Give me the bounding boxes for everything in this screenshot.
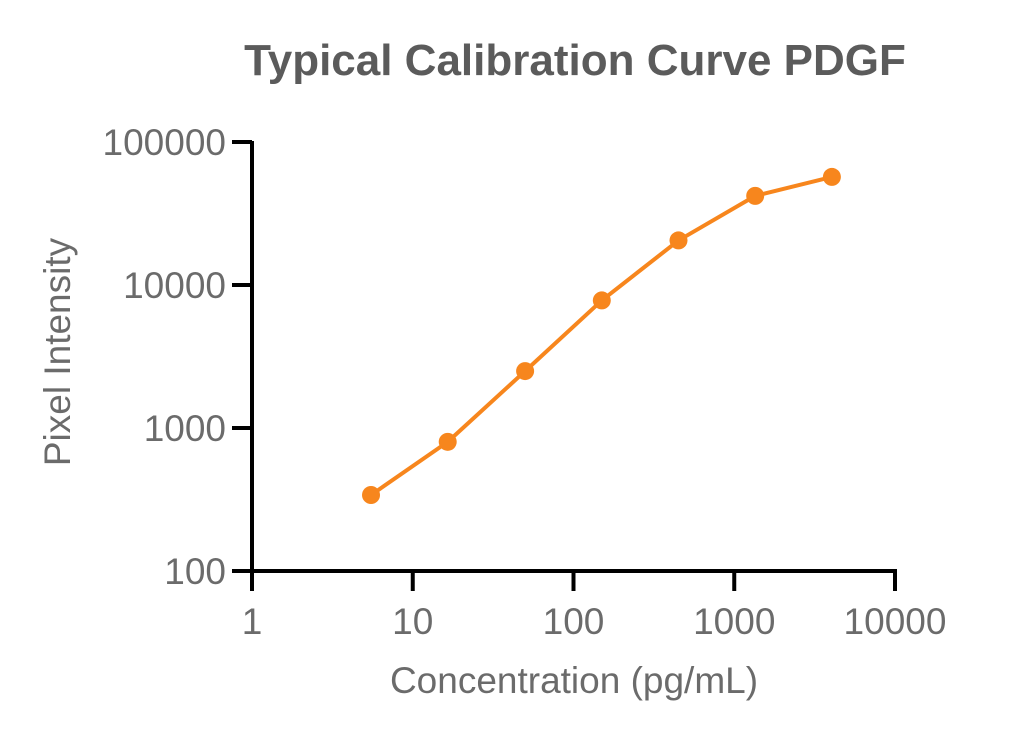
data-point [516, 362, 535, 381]
x-tick-label: 1 [242, 601, 263, 642]
x-axis-label: Concentration (pg/mL) [390, 660, 758, 701]
data-point [438, 432, 457, 451]
x-ticks: 1 10 100 1000 10000 [242, 571, 947, 642]
y-tick-label: 10000 [123, 265, 226, 306]
x-tick-label: 100 [543, 601, 605, 642]
y-tick-label: 100 [164, 551, 226, 592]
data-point [592, 291, 611, 310]
chart-title: Typical Calibration Curve PDGF [244, 36, 906, 85]
x-tick-label: 10 [392, 601, 433, 642]
x-tick-label: 10000 [844, 601, 947, 642]
x-tick-label: 1000 [693, 601, 775, 642]
y-axis-label: Pixel Intensity [37, 237, 78, 466]
series-line [369, 174, 833, 497]
y-tick-label: 100000 [103, 122, 226, 163]
data-point [669, 231, 688, 250]
series-layer [362, 167, 841, 504]
y-tick-label: 1000 [144, 408, 226, 449]
axes [250, 141, 897, 573]
data-point [362, 485, 381, 504]
data-point [822, 167, 841, 186]
data-point [746, 186, 765, 205]
y-ticks: 100 1000 10000 100000 [103, 122, 252, 592]
